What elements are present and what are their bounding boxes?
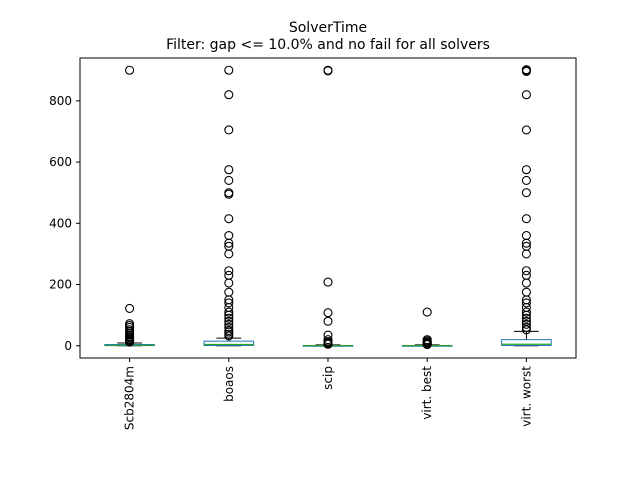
outlier-point	[224, 189, 234, 199]
outlier-point	[224, 175, 234, 185]
y-tick-label: 600	[49, 155, 72, 169]
axes-frame	[79, 57, 577, 359]
outlier-point	[224, 322, 234, 332]
y-tick-label: 400	[49, 216, 72, 230]
outlier-point	[224, 249, 234, 259]
x-tick-label: virt. worst	[519, 366, 533, 427]
chart-subtitle: Filter: gap <= 10.0% and no fail for all…	[166, 37, 490, 53]
outlier-point	[521, 310, 531, 320]
outlier-point	[224, 313, 234, 323]
plot-area	[104, 65, 552, 350]
outlier-point	[224, 125, 234, 135]
outlier-point	[521, 165, 531, 175]
outlier-point	[224, 266, 234, 276]
outlier-point	[521, 66, 531, 77]
outlier-point	[521, 302, 531, 313]
outlier-point	[224, 302, 234, 313]
outlier-point	[521, 307, 531, 317]
x-tick-label: Scb2804m	[123, 366, 137, 430]
y-tick-label: 0	[64, 339, 72, 353]
outlier-point	[521, 214, 531, 224]
outlier-point	[224, 238, 234, 248]
outlier-point	[323, 277, 333, 287]
box-group	[501, 65, 552, 347]
outlier-point	[422, 339, 432, 350]
outlier-point	[224, 270, 234, 280]
outlier-point	[224, 278, 234, 288]
box-group	[401, 307, 453, 350]
outlier-point	[224, 310, 234, 320]
outlier-point	[521, 322, 531, 332]
x-axis: Scb2804m boaos scip virt. best virt. worst	[123, 358, 533, 430]
outlier-point	[521, 316, 531, 326]
outlier-point	[521, 188, 531, 198]
outlier-point	[422, 307, 432, 317]
outlier-point	[125, 65, 135, 75]
x-tick-label: scip	[321, 366, 335, 390]
outlier-point	[224, 331, 234, 341]
outlier-point	[224, 287, 234, 297]
y-tick-label: 800	[49, 94, 72, 108]
outlier-point	[521, 287, 531, 297]
outlier-point	[521, 278, 531, 288]
box-iqr	[203, 340, 255, 346]
outlier-point	[323, 316, 333, 326]
outlier-point	[521, 125, 531, 135]
outlier-point	[224, 231, 234, 241]
outlier-point	[125, 303, 135, 313]
outlier-point	[521, 238, 531, 248]
outlier-point	[224, 307, 234, 317]
x-tick-label: virt. best	[420, 366, 434, 420]
outlier-point	[323, 308, 333, 318]
outlier-point	[521, 231, 531, 241]
outlier-point	[224, 165, 234, 175]
chart-title: SolverTime	[289, 20, 367, 36]
outlier-point	[125, 337, 135, 347]
box-group	[203, 65, 255, 347]
outlier-point	[521, 249, 531, 259]
outlier-point	[521, 298, 531, 308]
y-axis: 0 200 400 600 800	[49, 94, 80, 353]
outlier-point	[521, 319, 531, 329]
outlier-point	[521, 313, 531, 323]
box-group	[302, 65, 354, 349]
outlier-point	[224, 316, 234, 326]
x-tick-label: boaos	[222, 366, 236, 402]
outlier-point	[224, 298, 234, 308]
outlier-point	[521, 266, 531, 276]
outlier-point	[224, 90, 234, 100]
outlier-point	[521, 325, 531, 335]
outlier-point	[323, 339, 333, 349]
outlier-point	[521, 270, 531, 280]
outlier-point	[323, 66, 333, 76]
outlier-point	[224, 65, 234, 75]
box-group	[104, 65, 155, 347]
y-tick-label: 200	[49, 278, 72, 292]
outlier-point	[521, 175, 531, 185]
outlier-point	[224, 214, 234, 224]
box-iqr	[501, 339, 552, 346]
outlier-point	[521, 90, 531, 100]
